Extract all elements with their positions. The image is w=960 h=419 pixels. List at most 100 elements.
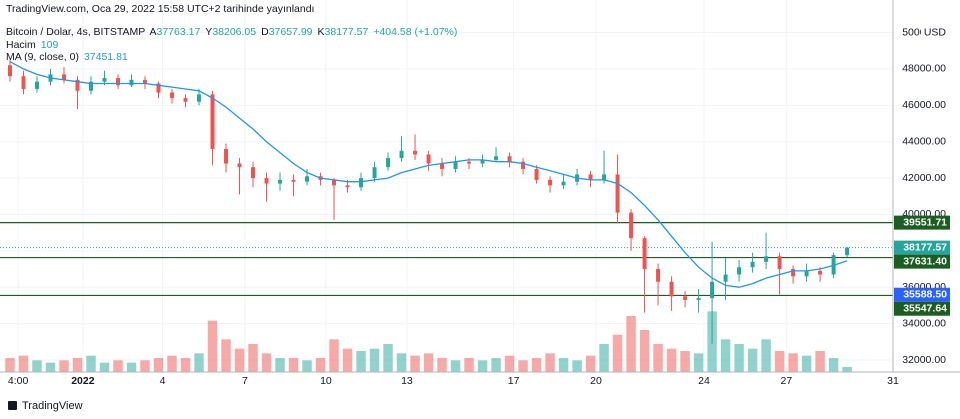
x-tick-label: 4	[160, 375, 166, 387]
volume-bar	[761, 339, 771, 372]
candle-body	[251, 167, 256, 179]
volume-bar	[396, 353, 407, 372]
volume-bar	[153, 358, 164, 372]
candle-body	[818, 270, 823, 275]
volume-bar	[315, 358, 326, 372]
candle-body	[264, 178, 269, 184]
candle-body	[399, 150, 404, 159]
x-tick-label: 2022	[71, 375, 95, 387]
volume-bar	[126, 362, 137, 372]
candle-body	[102, 78, 107, 82]
candle-body	[75, 79, 80, 91]
ohlc-key: A	[149, 26, 156, 38]
ohlc-value: 37657.99	[269, 26, 313, 38]
brand-text: TradingView	[22, 400, 83, 412]
volume-bar	[329, 339, 339, 372]
volume-bar	[518, 360, 528, 372]
volume-bar	[45, 362, 56, 372]
volume-bar	[558, 358, 569, 372]
volume-bar	[653, 344, 663, 372]
candle-body	[61, 74, 66, 80]
legend-row: Hacim 109	[6, 39, 58, 51]
candle-body	[629, 212, 634, 239]
volume-bar	[693, 353, 704, 372]
x-tick-label: 7	[242, 375, 248, 387]
volume-bar	[531, 358, 542, 372]
candle-body	[372, 167, 377, 179]
candle-body	[750, 261, 755, 268]
ohlc-key: D	[261, 26, 269, 38]
volume-bar	[572, 360, 582, 372]
volume-bar	[234, 348, 245, 372]
candle-body	[764, 256, 769, 262]
x-tick-label: 4:00	[8, 375, 29, 387]
volume-bar	[221, 339, 231, 372]
volume-bar	[626, 316, 636, 372]
published: TradingView.com, Oca 29, 2022 15:58 UTC+…	[6, 3, 314, 15]
y-tick-label: 44000.00	[902, 135, 946, 147]
level-label: 37631.40	[903, 255, 947, 267]
x-tick-label: 27	[780, 375, 792, 387]
volume-bar	[815, 351, 825, 372]
candle-body	[710, 281, 715, 299]
volume-bar	[437, 358, 447, 372]
candle-body	[426, 154, 431, 164]
candle-body	[453, 161, 458, 169]
ma-label: 35588.50	[903, 288, 947, 300]
ma-label-bg	[894, 287, 950, 302]
candle-body	[278, 179, 283, 184]
volume-bar	[720, 339, 731, 372]
volume-bar	[32, 360, 42, 372]
y-tick-label: 32000.00	[902, 354, 946, 366]
volume-bar	[747, 348, 758, 372]
x-tick-label: 10	[320, 375, 332, 387]
legend-row: Bitcoin / Dolar, 4s, BITSTAMP A37763.17 Y3…	[6, 26, 457, 38]
volume-bar	[275, 358, 285, 372]
volume-bar	[99, 362, 110, 372]
volume-bar	[788, 353, 798, 372]
candle-body	[89, 81, 94, 91]
candle-body	[696, 298, 701, 300]
volume-bar	[261, 353, 272, 372]
volume-bar	[585, 355, 596, 372]
candle-body	[413, 150, 418, 155]
y-tick-label: 46000.00	[902, 99, 946, 111]
ohlc-value: 38206.05	[212, 26, 256, 38]
volume-bar	[680, 351, 690, 372]
candle-body	[723, 274, 728, 282]
candle-body	[656, 269, 661, 282]
candle-body	[156, 83, 161, 93]
last-price-label: 38177.57	[903, 241, 947, 253]
brand: TradingView	[8, 400, 83, 412]
volume-bar	[356, 351, 366, 372]
ohlc-value: 37763.17	[157, 26, 201, 38]
candle-body	[170, 92, 175, 99]
candle-body	[737, 267, 742, 275]
candle-body	[534, 168, 539, 180]
candle-body	[480, 159, 485, 164]
candle-body	[359, 178, 364, 188]
volume-bar	[342, 348, 353, 372]
candle-body	[345, 185, 350, 188]
ma-legend-label: MA (9, close, 0)	[6, 51, 79, 63]
x-tick-label: 24	[698, 375, 710, 387]
volume-bar	[113, 360, 123, 372]
ma-line	[9, 61, 848, 288]
volume-bar	[423, 353, 434, 372]
candle-body	[521, 161, 526, 169]
candle-body	[467, 161, 472, 164]
volume-bar	[450, 360, 461, 372]
candle-body	[116, 78, 121, 86]
y-tick-label: 34000.00	[902, 317, 946, 329]
candle-body	[845, 247, 850, 256]
candle-body	[34, 81, 39, 89]
volume-bar	[410, 355, 420, 372]
candle-body	[777, 256, 782, 270]
volume-bar	[5, 358, 15, 372]
candle-body	[183, 98, 188, 102]
ohlc-value: 38177.57	[325, 26, 369, 38]
volume-bar	[734, 344, 744, 372]
volume-bar	[369, 348, 380, 372]
volume-label: Hacim	[6, 39, 36, 51]
